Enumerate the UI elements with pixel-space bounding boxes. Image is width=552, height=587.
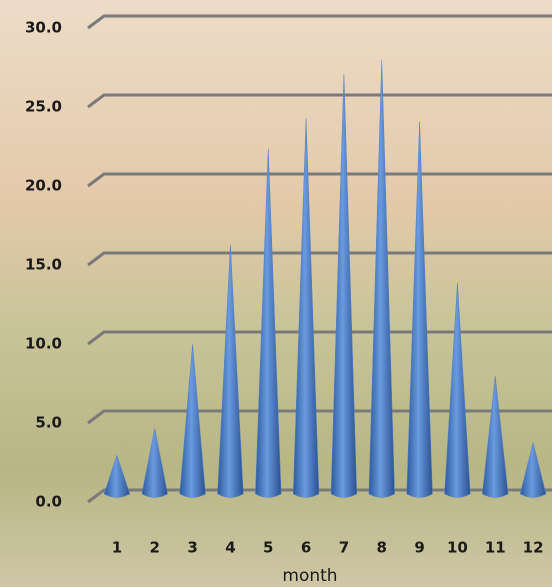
y-tick-label: 25.0: [25, 98, 62, 116]
x-tick-label: 7: [339, 539, 349, 557]
y-tick-label: 15.0: [25, 256, 62, 274]
x-tick-label: 5: [263, 539, 273, 557]
y-tick-label: 5.0: [35, 414, 62, 432]
x-axis-title: month: [282, 566, 337, 586]
chart: month 0.05.010.015.020.025.030.012345678…: [0, 0, 552, 587]
x-tick-label: 12: [523, 539, 544, 557]
x-tick-label: 8: [377, 539, 387, 557]
background: [0, 0, 552, 587]
x-tick-label: 3: [187, 539, 197, 557]
y-tick-label: 30.0: [25, 19, 62, 37]
x-tick-label: 2: [150, 539, 160, 557]
x-tick-label: 4: [225, 539, 235, 557]
x-tick-label: 6: [301, 539, 311, 557]
x-tick-label: 11: [485, 539, 506, 557]
x-tick-label: 1: [112, 539, 122, 557]
x-tick-label: 9: [414, 539, 424, 557]
y-tick-label: 20.0: [25, 177, 62, 195]
y-tick-label: 0.0: [35, 493, 62, 511]
x-tick-label: 10: [447, 539, 468, 557]
y-tick-label: 10.0: [25, 335, 62, 353]
